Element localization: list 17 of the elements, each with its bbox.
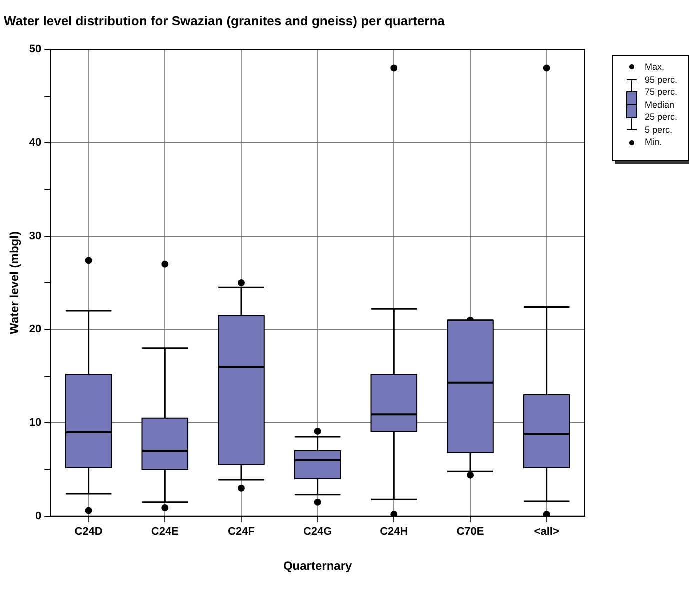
x-tick-label: C24G — [303, 526, 332, 538]
y-tick-label: 50 — [29, 44, 42, 56]
x-tick-label: C70E — [456, 526, 484, 538]
y-tick-label: 10 — [29, 417, 42, 430]
chart-title: Water level distribution for Swazian (granites and gneiss) per quarterna — [4, 13, 446, 28]
x-tick-label: C24D — [74, 526, 103, 538]
y-tick-label: 20 — [29, 324, 42, 336]
x-tick-label: C24E — [151, 526, 179, 538]
box-key: Max. 95 perc. 75 perc. Median 25 perc. 5 perc. Min. — [612, 55, 689, 161]
y-tick-label: 40 — [29, 136, 42, 149]
x-tick-label: C24H — [380, 526, 408, 538]
x-tick-label: <all> — [534, 526, 560, 538]
y-tick-label: 0 — [36, 510, 42, 522]
x-tick-label: C24F — [228, 526, 256, 538]
y-axis-title: Water level (mbgl) — [8, 232, 22, 334]
x-axis-title: Quarternary — [283, 559, 352, 574]
y-tick-label: 30 — [29, 230, 42, 242]
